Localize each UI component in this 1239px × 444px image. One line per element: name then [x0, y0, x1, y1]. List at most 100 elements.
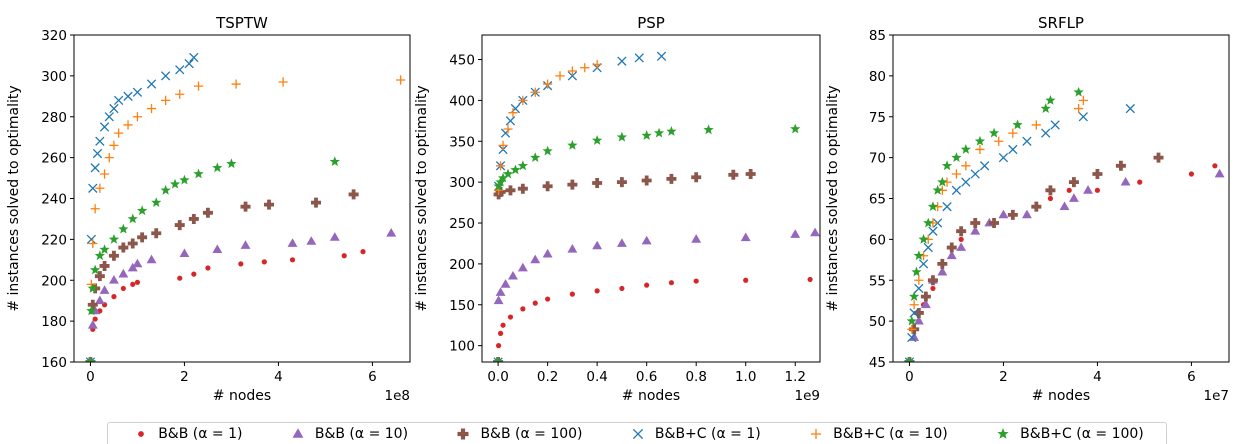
legend-marker-x-icon: [632, 428, 644, 439]
data-point: [88, 183, 98, 193]
data-point: [160, 184, 171, 195]
data-point: [567, 243, 578, 253]
data-point: [904, 356, 915, 362]
data-point: [906, 315, 917, 326]
subplot-psp: 100 150 200 250 300 350 400 450 0.0 0.2 0.4 0.6 0.8 1…: [414, 14, 821, 404]
x-tick-label: 6: [368, 369, 377, 385]
data-point: [691, 172, 702, 183]
data-point: [492, 356, 504, 362]
data-point: [951, 185, 962, 195]
data-point: [911, 266, 922, 277]
data-point: [941, 160, 953, 171]
series-6: [492, 123, 801, 362]
data-point: [495, 186, 506, 197]
data-point: [99, 169, 110, 179]
y-tick-label: 60: [869, 232, 886, 248]
data-point: [95, 136, 105, 146]
data-point: [493, 357, 503, 362]
data-point: [1153, 152, 1164, 163]
data-point: [942, 202, 952, 212]
data-point: [956, 226, 967, 237]
data-point: [1040, 103, 1051, 113]
data-point: [85, 356, 96, 362]
data-point: [530, 254, 541, 264]
data-point: [108, 233, 120, 244]
data-point: [175, 89, 185, 99]
data-point: [927, 275, 938, 286]
y-tick-label: 65: [869, 192, 886, 208]
data-point: [807, 276, 813, 283]
data-point: [104, 112, 114, 122]
legend-marker: [138, 430, 145, 437]
data-point: [542, 181, 553, 192]
data-point: [1031, 201, 1042, 212]
x-axis-multiplier: 1e9: [795, 388, 820, 404]
data-point: [1073, 86, 1084, 97]
data-point: [264, 199, 275, 210]
data-point: [994, 136, 1004, 146]
subplot-tsptw: 160 180 200 220 240 260 280 300 320 0 2 4 6 TSPTW # no…: [6, 14, 411, 404]
data-point: [913, 307, 924, 318]
data-point: [666, 173, 677, 184]
data-point: [520, 306, 526, 312]
data-point: [920, 299, 931, 309]
series-4: [85, 52, 199, 362]
data-point: [505, 185, 516, 196]
data-point: [937, 266, 948, 276]
data-point: [497, 172, 509, 183]
data-point: [1137, 179, 1143, 185]
data-point: [518, 95, 528, 105]
legend-item-bbc-a10: B&B+C (α = 10): [805, 426, 948, 442]
data-point: [104, 153, 114, 163]
data-point: [1078, 112, 1088, 122]
data-point: [161, 95, 171, 105]
legend-label: B&B+C (α = 10): [833, 425, 948, 442]
data-point: [137, 205, 148, 216]
y-tick-label: 300: [41, 69, 67, 85]
data-point: [1059, 201, 1070, 211]
data-point: [94, 295, 105, 305]
data-point: [930, 285, 936, 292]
data-point: [99, 122, 110, 132]
legend-item-bb-a1: B&B (α = 1): [130, 426, 242, 442]
data-point: [594, 288, 600, 294]
data-point: [1115, 160, 1126, 171]
y-tick-label: 180: [41, 314, 67, 330]
y-tick-label: 300: [449, 175, 475, 191]
data-point: [970, 169, 980, 179]
data-point: [1083, 185, 1093, 194]
data-point: [500, 322, 506, 328]
legend-label: B&B+C (α = 1): [654, 425, 761, 442]
data-point: [109, 140, 119, 150]
y-tick-label: 400: [449, 93, 475, 109]
data-point: [191, 271, 197, 277]
data-point: [348, 189, 359, 200]
data-point: [592, 177, 603, 188]
data-point: [653, 127, 665, 138]
data-point: [743, 277, 749, 283]
data-point: [120, 285, 126, 292]
data-point: [932, 218, 943, 228]
x-tick-label: 1.2: [784, 369, 805, 385]
data-point: [728, 169, 739, 180]
data-point: [989, 218, 1000, 229]
data-point: [998, 209, 1009, 219]
data-point: [946, 250, 957, 260]
data-point: [988, 127, 1000, 138]
data-point: [503, 124, 513, 134]
data-point: [810, 227, 820, 237]
y-tick-label: 200: [449, 257, 475, 273]
y-tick-label: 75: [869, 110, 886, 126]
y-tick-label: 50: [869, 314, 886, 330]
data-point: [118, 223, 129, 234]
data-point: [306, 236, 317, 245]
data-point: [146, 103, 157, 114]
x-axis-multiplier: 1e8: [385, 388, 410, 404]
data-point: [329, 232, 340, 241]
data-point: [493, 295, 504, 305]
data-point: [289, 257, 296, 263]
data-point: [174, 220, 185, 231]
data-point: [87, 283, 98, 293]
data-point: [99, 260, 110, 271]
y-tick-label: 320: [41, 28, 67, 44]
